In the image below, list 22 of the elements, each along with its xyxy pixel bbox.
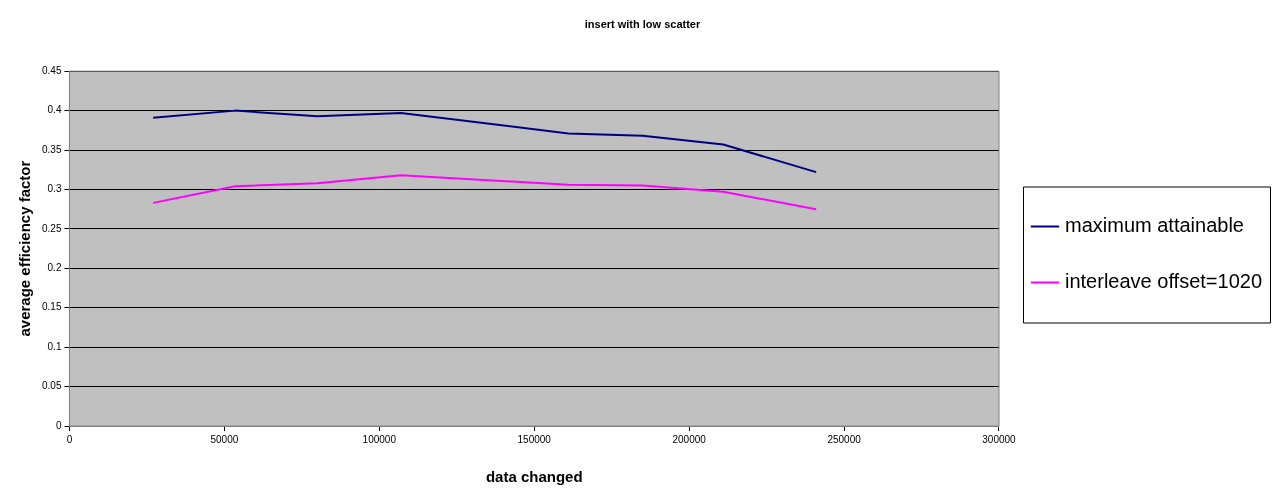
x-tick-label: 0 xyxy=(66,433,73,445)
x-tick-label: 300000 xyxy=(982,433,1017,445)
x-tick-label: 200000 xyxy=(672,433,707,445)
x-axis-title: data changed xyxy=(485,468,583,486)
x-tick-label: 250000 xyxy=(827,433,862,445)
chart-title: insert with low scatter xyxy=(584,17,701,30)
legend-label: interleave offset=1020 xyxy=(1065,270,1263,293)
y-tick-label: 0.3 xyxy=(47,183,62,195)
x-tick-label: 50000 xyxy=(210,433,239,445)
legend-label: maximum attainable xyxy=(1065,214,1244,237)
y-axis-title: average efficiency factor xyxy=(16,160,34,337)
y-tick-label: 0.35 xyxy=(41,143,62,155)
y-tick-label: 0.4 xyxy=(47,104,62,116)
y-tick-label: 0.05 xyxy=(41,380,62,392)
x-tick-label: 100000 xyxy=(362,433,397,445)
y-tick-label: 0.1 xyxy=(47,340,62,352)
x-tick-label: 150000 xyxy=(517,433,552,445)
y-tick-label: 0.15 xyxy=(41,301,62,313)
y-tick-label: 0.25 xyxy=(41,222,62,234)
y-tick-label: 0.2 xyxy=(47,262,62,274)
y-tick-label: 0.45 xyxy=(41,64,62,76)
y-tick-label: 0 xyxy=(55,419,62,431)
